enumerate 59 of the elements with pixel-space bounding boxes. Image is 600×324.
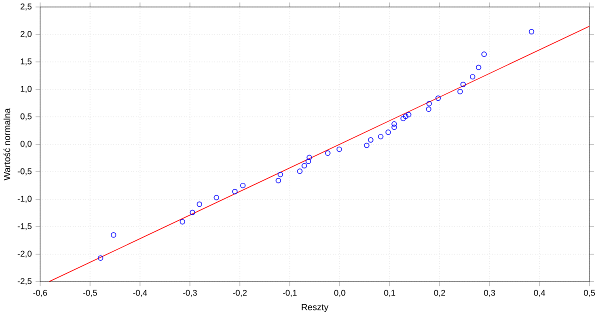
point bbox=[325, 150, 330, 156]
y-tick-label: 0,5 bbox=[20, 113, 32, 120]
point bbox=[426, 101, 432, 106]
point bbox=[240, 182, 246, 188]
point bbox=[364, 142, 370, 148]
x-tick-label: -0,1 bbox=[282, 290, 297, 297]
x-tick-label: 0,5 bbox=[584, 290, 595, 297]
y-tick-label: -2,0 bbox=[18, 250, 32, 258]
point bbox=[214, 194, 220, 200]
x-tick-label: 0,3 bbox=[484, 290, 496, 297]
y-axis-title: Wartość normalna bbox=[4, 108, 10, 180]
x-tick-label: -0,3 bbox=[183, 290, 197, 297]
y-tick-label: 1,0 bbox=[20, 86, 32, 93]
x-tick-label: -0,5 bbox=[83, 290, 97, 297]
point bbox=[460, 82, 466, 88]
point bbox=[406, 112, 412, 118]
point bbox=[528, 29, 534, 34]
x-tick-label: -0,2 bbox=[233, 290, 247, 297]
x-tick-label: -0,4 bbox=[133, 290, 148, 297]
point bbox=[180, 219, 186, 224]
point bbox=[368, 137, 374, 143]
point bbox=[306, 158, 311, 164]
y-tick-label: 1,5 bbox=[20, 58, 32, 66]
point bbox=[457, 88, 463, 94]
point bbox=[190, 210, 196, 216]
y-tick-label: -1,0 bbox=[18, 196, 32, 203]
x-tick-label: 0,2 bbox=[434, 290, 446, 297]
y-tick-label: 2,0 bbox=[20, 31, 32, 38]
point bbox=[98, 255, 104, 261]
point bbox=[297, 168, 302, 174]
y-tick-label: -1,5 bbox=[18, 223, 32, 230]
point bbox=[402, 114, 408, 120]
point bbox=[470, 74, 476, 80]
point bbox=[392, 121, 397, 127]
point bbox=[476, 64, 482, 70]
point bbox=[232, 188, 238, 194]
point bbox=[336, 146, 342, 152]
point bbox=[276, 178, 282, 184]
y-tick-label: 2,5 bbox=[20, 4, 32, 11]
x-tick-label: -0,6 bbox=[33, 290, 48, 297]
point bbox=[302, 163, 307, 168]
x-tick-label: 0,1 bbox=[384, 290, 396, 297]
x-tick-label: 0,4 bbox=[534, 290, 546, 297]
point bbox=[306, 154, 312, 160]
x-tick-label: 0,0 bbox=[334, 290, 346, 297]
point bbox=[386, 130, 391, 135]
point bbox=[196, 202, 202, 207]
point bbox=[435, 96, 441, 101]
point bbox=[400, 116, 406, 122]
x-axis-title: Reszty bbox=[302, 304, 328, 312]
point bbox=[278, 172, 284, 178]
point bbox=[426, 106, 432, 112]
point bbox=[481, 52, 487, 57]
y-tick-label: -2,5 bbox=[18, 278, 32, 286]
y-tick-label: 0,0 bbox=[20, 140, 32, 148]
point bbox=[378, 134, 384, 140]
point bbox=[110, 232, 116, 238]
point bbox=[392, 124, 397, 130]
y-tick-label: -0,5 bbox=[18, 168, 32, 176]
